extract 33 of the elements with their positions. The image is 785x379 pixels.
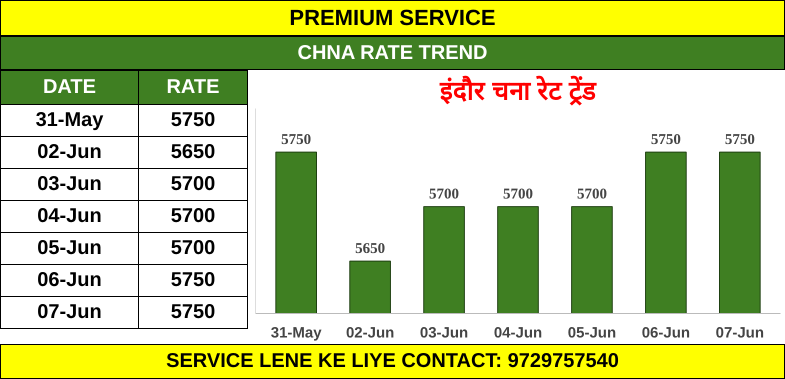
x-tick-label: 06-Jun — [642, 324, 690, 342]
data-label: 5650 — [138, 136, 248, 168]
category-label: 05-Jun — [0, 232, 138, 264]
data-label: 5650 — [355, 241, 386, 258]
data-label: 5700 — [429, 186, 460, 203]
data-label: 5750 — [650, 132, 681, 148]
data-label: 5750 — [724, 132, 755, 148]
text: SERVICE LENE KE LIYE CONTACT: 9729757540 — [0, 344, 785, 379]
data-label: 5750 — [281, 132, 312, 148]
data-label: 5700 — [576, 186, 607, 203]
x-tick-label: 04-Jun — [494, 324, 542, 342]
text: CHNA RATE TREND — [0, 36, 785, 70]
x-tick-label: 03-Jun — [420, 324, 468, 342]
category-label: 03-Jun — [0, 168, 138, 200]
x-tick-label: 02-Jun — [346, 324, 394, 342]
data-label: 5700 — [503, 186, 533, 203]
text: DATE — [0, 70, 138, 104]
data-label: 5750 — [138, 296, 248, 328]
category-label: 31-May — [0, 104, 138, 136]
x-tick-label: 07-Jun — [716, 324, 764, 342]
chart-title: इंदौर चना रेट ट्रेंड — [439, 76, 597, 106]
text: PREMIUM SERVICE — [0, 0, 785, 36]
data-label: 5700 — [138, 200, 248, 232]
x-tick-label: 31-May — [270, 324, 322, 342]
category-label: 04-Jun — [0, 200, 138, 232]
category-label: 06-Jun — [0, 264, 138, 296]
category-label: 02-Jun — [0, 136, 138, 168]
data-label: 5750 — [138, 104, 248, 136]
text: RATE — [138, 70, 248, 104]
x-tick-label: 05-Jun — [568, 324, 616, 342]
data-label: 5700 — [138, 168, 248, 200]
data-label: 5750 — [138, 264, 248, 296]
data-label: 5700 — [138, 232, 248, 264]
